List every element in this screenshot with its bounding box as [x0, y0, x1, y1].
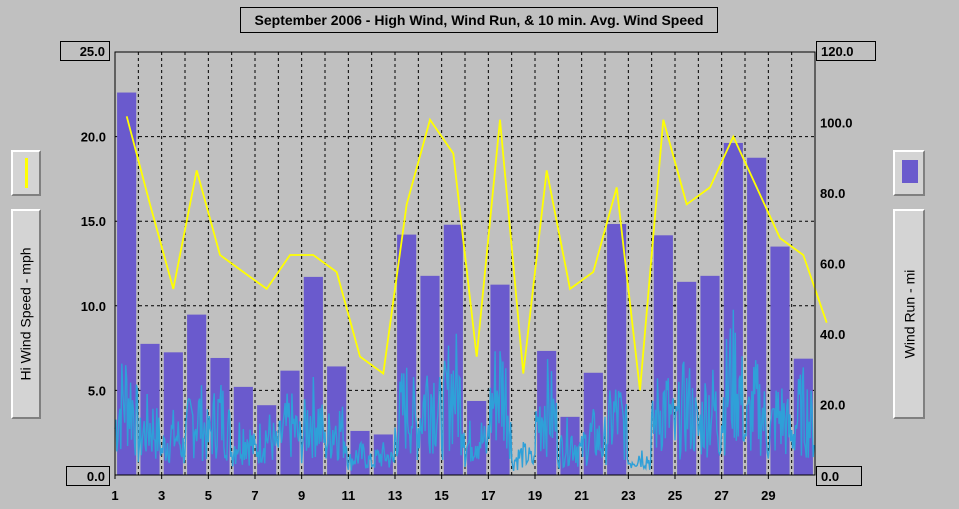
right-tick-label: 40.0 — [820, 327, 845, 342]
x-tick-label: 3 — [158, 488, 165, 503]
chart-title: September 2006 - High Wind, Wind Run, & … — [240, 7, 718, 33]
right-tick-label: 60.0 — [820, 257, 845, 272]
x-tick-label: 11 — [341, 488, 355, 503]
left-axis-min-label: 0.0 — [66, 466, 110, 486]
right-axis-min-label: 0.0 — [816, 466, 862, 486]
right-tick-label: 20.0 — [820, 398, 845, 413]
x-tick-label: 1 — [111, 488, 118, 503]
x-tick-label: 17 — [481, 488, 495, 503]
left-tick-label: 20.0 — [81, 130, 106, 145]
plot-frame — [114, 51, 816, 476]
left-tick-label: 15.0 — [81, 214, 106, 229]
right-axis-max-label: 120.0 — [816, 41, 876, 61]
wind-run-bar — [350, 430, 370, 475]
wind-run-bar — [187, 314, 207, 475]
right-tick-label: 80.0 — [820, 186, 845, 201]
hi-wind-legend-swatch — [11, 150, 41, 196]
right-axis-title-panel: Wind Run - mi — [893, 209, 925, 419]
wind-run-bar — [607, 224, 627, 475]
x-tick-label: 7 — [251, 488, 258, 503]
x-tick-label: 21 — [574, 488, 588, 503]
purple-bar-swatch — [902, 160, 918, 183]
wind-run-bar — [723, 142, 743, 475]
x-tick-label: 15 — [434, 488, 448, 503]
x-tick-label: 19 — [528, 488, 542, 503]
x-tick-label: 29 — [761, 488, 775, 503]
avg-wind-series — [114, 309, 815, 471]
x-tick-label: 25 — [668, 488, 682, 503]
left-tick-label: 10.0 — [81, 299, 106, 314]
left-axis-title-panel: Hi Wind Speed - mph — [11, 209, 41, 419]
hi-wind-series — [125, 116, 828, 391]
x-tick-label: 5 — [205, 488, 212, 503]
left-axis-max-label: 25.0 — [60, 41, 110, 61]
wind-run-bar — [700, 275, 720, 475]
x-tick-label: 9 — [298, 488, 305, 503]
wind-run-bar — [443, 224, 463, 475]
wind-run-bar — [373, 434, 393, 475]
wind-run-bar — [397, 234, 417, 475]
wind-run-legend-swatch — [893, 150, 925, 196]
left-tick-label: 5.0 — [88, 383, 106, 398]
yellow-line-swatch — [25, 158, 28, 188]
x-tick-label: 13 — [388, 488, 402, 503]
x-tick-label: 27 — [714, 488, 728, 503]
x-tick-label: 23 — [621, 488, 635, 503]
right-tick-label: 100.0 — [820, 116, 853, 131]
